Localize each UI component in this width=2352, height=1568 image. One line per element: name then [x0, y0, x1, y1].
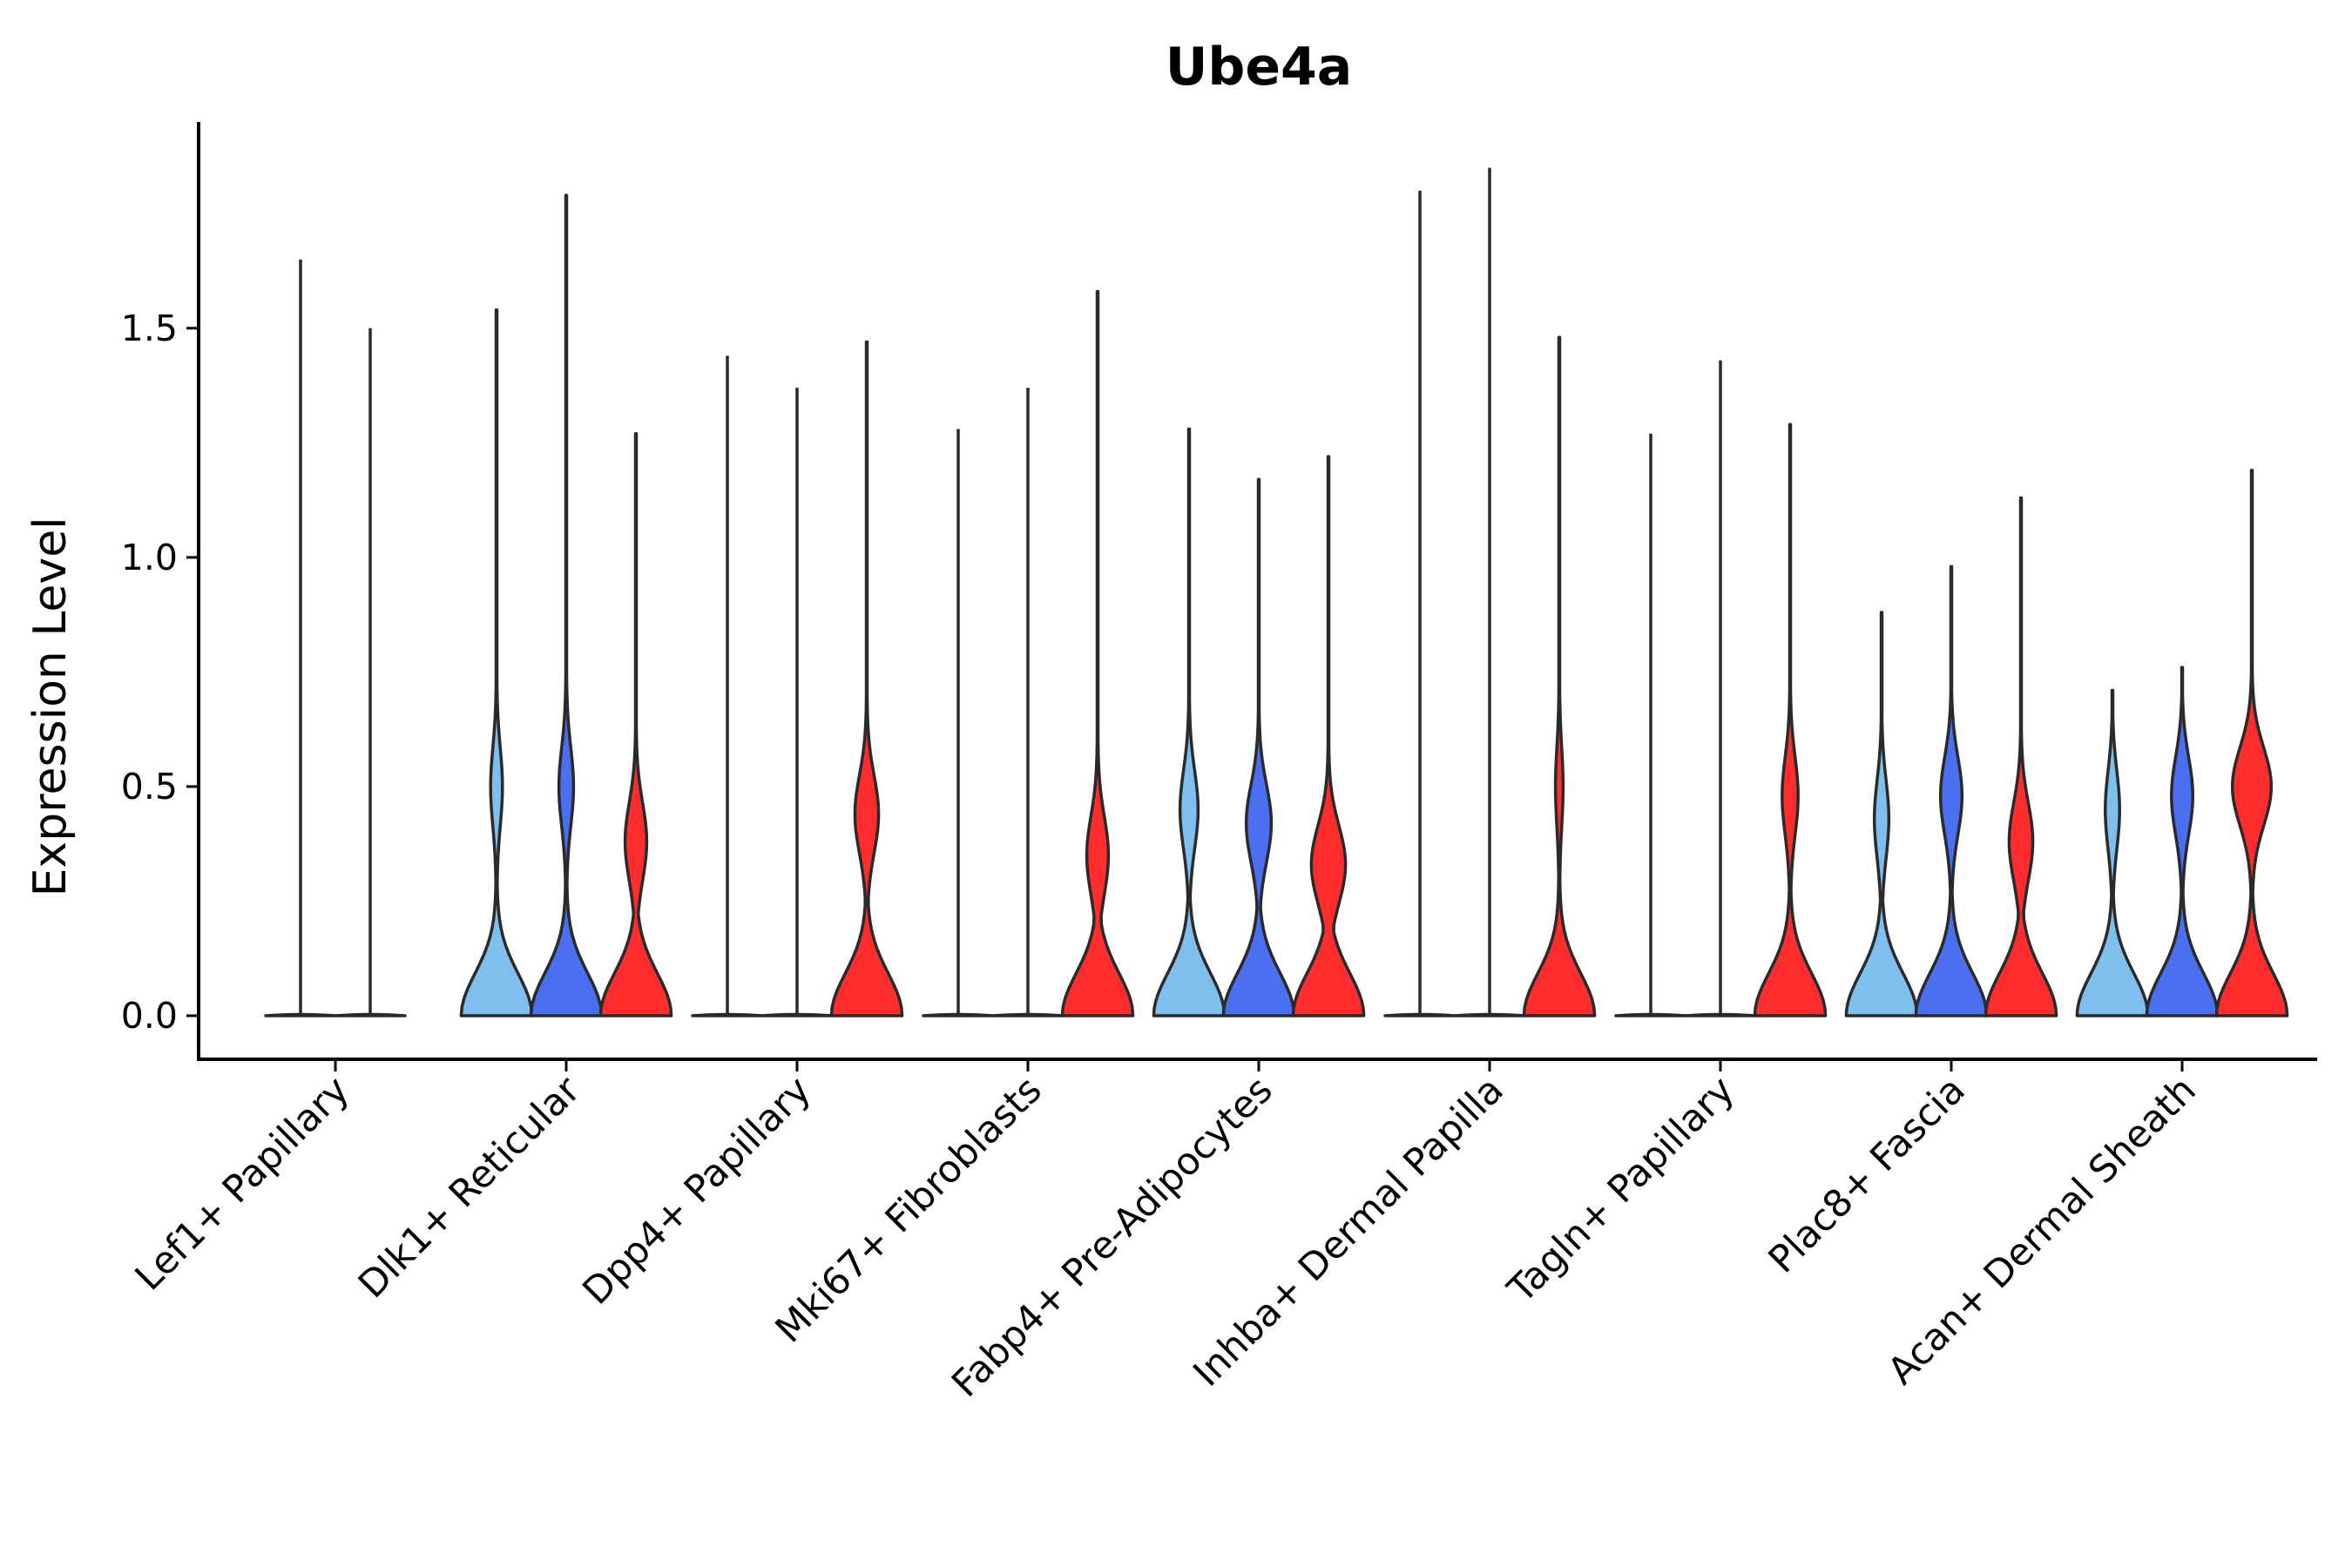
violin — [1914, 564, 1989, 1017]
chart-title: Ube4a — [1166, 37, 1353, 98]
category-group — [1614, 360, 1828, 1017]
category-group — [459, 193, 673, 1017]
x-tick-label: Dlk1+ Reticular — [350, 1068, 589, 1307]
violin — [829, 340, 904, 1017]
category-group — [1383, 167, 1597, 1017]
category-group — [922, 289, 1135, 1017]
violin-layer — [264, 167, 2289, 1017]
category-group — [691, 340, 904, 1017]
violin — [2145, 666, 2220, 1017]
violin — [598, 432, 673, 1017]
category-group — [1844, 496, 2058, 1017]
violin — [1291, 455, 1366, 1017]
violin — [2214, 469, 2289, 1017]
category-group — [2075, 469, 2289, 1017]
x-tick-label: Plac8+ Fascia — [1761, 1068, 1974, 1281]
x-tick-label: Lef1+ Papillary — [127, 1068, 358, 1299]
y-axis-ticks: 0.0 0.5 1.0 1.5 — [121, 308, 199, 1037]
category-group — [264, 259, 407, 1017]
violin — [1984, 496, 2058, 1017]
violin — [1060, 289, 1135, 1017]
violin — [1844, 611, 1919, 1017]
violin — [1221, 477, 1296, 1017]
category-group — [1152, 427, 1366, 1017]
y-tick-label: 1.5 — [121, 308, 178, 349]
y-axis-label: Expression Level — [24, 517, 77, 896]
x-tick-label: Mki67+ Fibroblasts — [767, 1068, 1051, 1351]
y-tick-label: 1.0 — [121, 537, 178, 578]
violin — [1753, 422, 1828, 1017]
y-tick-label: 0.0 — [121, 995, 178, 1037]
y-tick-label: 0.5 — [121, 766, 178, 808]
x-tick-label: Dpp4+ Papillary — [575, 1068, 820, 1313]
violin — [529, 193, 604, 1017]
violin — [1522, 335, 1597, 1017]
x-tick-label: Tagln+ Papillary — [1499, 1068, 1743, 1312]
violin — [459, 308, 534, 1017]
violin — [1152, 427, 1227, 1017]
axes — [197, 122, 2317, 1061]
violin — [2075, 688, 2150, 1017]
